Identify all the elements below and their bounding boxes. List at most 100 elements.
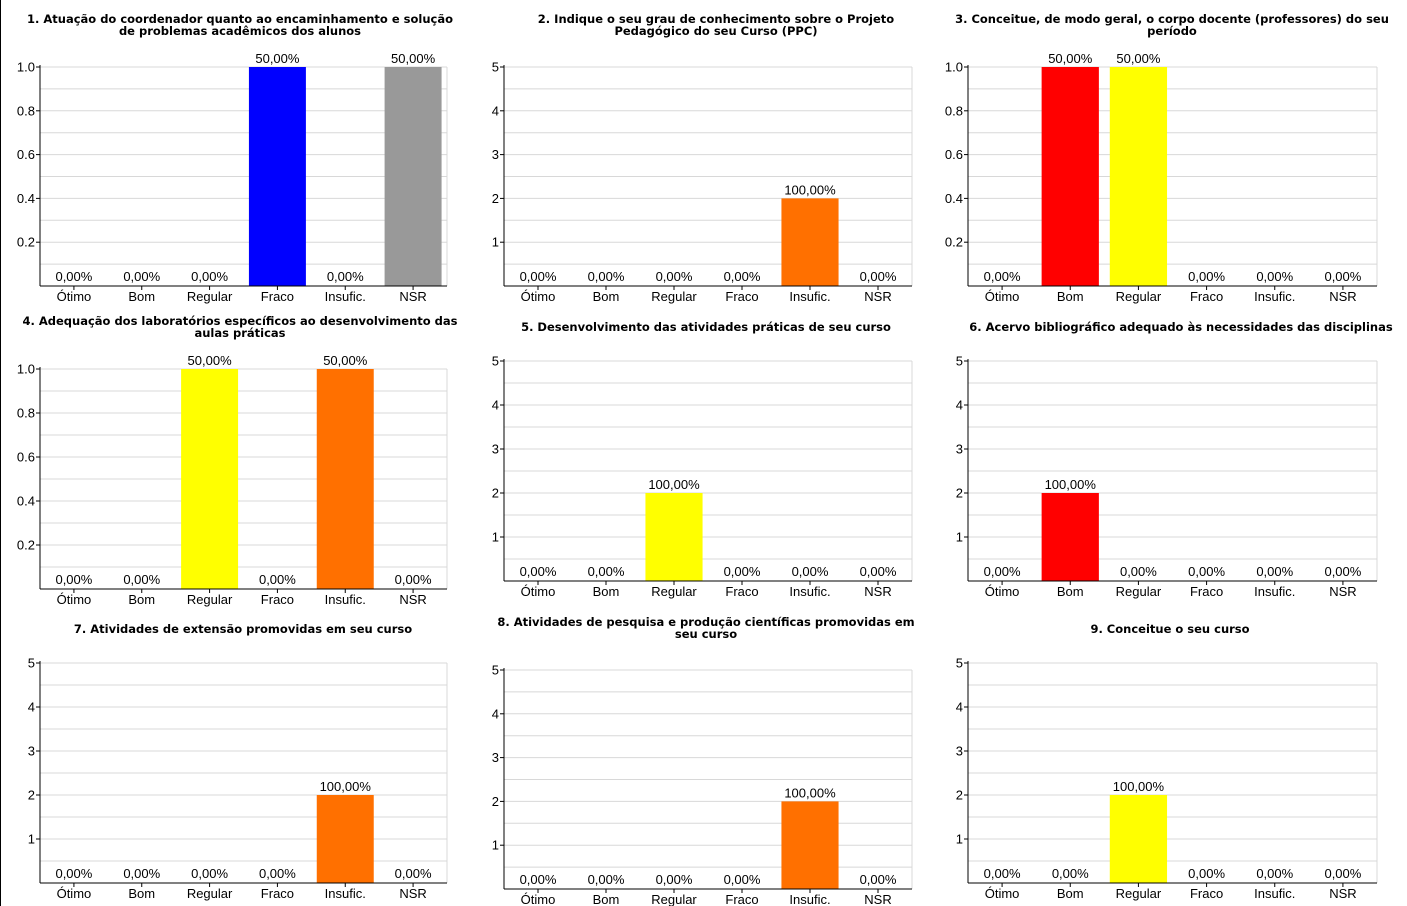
y-tick-label: 4 [492, 103, 499, 118]
data-label: 0,00% [860, 872, 897, 887]
category-label: Fraco [1190, 886, 1223, 901]
category-label: Bom [593, 289, 620, 304]
data-label: 0,00% [1256, 564, 1293, 579]
y-tick-label: 3 [956, 744, 963, 759]
data-label: 0,00% [1188, 564, 1225, 579]
category-label: NSR [1329, 289, 1356, 304]
data-label: 0,00% [1324, 564, 1361, 579]
y-tick-label: 3 [956, 442, 963, 457]
y-tick-label: 0.6 [17, 450, 35, 465]
y-tick-label: 5 [492, 663, 499, 678]
y-tick-label: 0.8 [945, 103, 963, 118]
category-label: Ótimo [521, 584, 556, 599]
data-label: 0,00% [520, 872, 557, 887]
bar-Fraco [248, 67, 306, 286]
bar-Regular [181, 369, 239, 589]
y-tick-label: 0.2 [17, 538, 35, 553]
data-label: 0,00% [984, 269, 1021, 284]
chart-8: 8. Atividades de pesquisa e produção cie… [492, 615, 915, 906]
y-tick-label: 2 [956, 788, 963, 803]
data-label: 50,00% [255, 51, 300, 66]
category-label: Fraco [1190, 289, 1223, 304]
data-label: 100,00% [784, 785, 836, 800]
category-label: Regular [187, 592, 233, 607]
category-label: Regular [651, 584, 697, 599]
data-label: 0,00% [588, 269, 625, 284]
y-tick-label: 4 [956, 398, 963, 413]
data-label: 0,00% [395, 572, 432, 587]
y-tick-label: 0.2 [17, 235, 35, 250]
y-tick-label: 0.8 [17, 406, 35, 421]
y-tick-label: 1.0 [945, 60, 963, 75]
category-label: Fraco [725, 289, 758, 304]
category-label: Insufic. [789, 289, 830, 304]
chart-title: de problemas acadêmicos dos alunos [119, 24, 361, 38]
category-label: Regular [187, 289, 233, 304]
category-label: Ótimo [521, 892, 556, 906]
y-tick-label: 4 [28, 700, 35, 715]
y-tick-label: 1.0 [17, 362, 35, 377]
category-label: Fraco [261, 886, 294, 901]
y-tick-label: 1 [492, 838, 499, 853]
data-label: 0,00% [259, 866, 296, 881]
data-label: 0,00% [520, 564, 557, 579]
data-label: 0,00% [1324, 269, 1361, 284]
bar-Regular [645, 493, 703, 581]
category-label: Regular [651, 892, 697, 906]
data-label: 50,00% [1116, 51, 1161, 66]
y-tick-label: 3 [492, 147, 499, 162]
category-label: NSR [399, 592, 426, 607]
data-label: 0,00% [395, 866, 432, 881]
chart-title: 6. Acervo bibliográfico adequado às nece… [969, 320, 1393, 334]
chart-3: 3. Conceitue, de modo geral, o corpo doc… [945, 12, 1389, 304]
data-label: 100,00% [648, 477, 700, 492]
y-tick-label: 5 [492, 60, 499, 75]
chart-1: 1. Atuação do coordenador quanto ao enca… [17, 12, 453, 304]
y-tick-label: 2 [492, 191, 499, 206]
data-label: 0,00% [656, 269, 693, 284]
chart-4: 4. Adequação dos laboratórios específico… [17, 314, 458, 607]
category-label: Ótimo [57, 886, 92, 901]
category-label: NSR [864, 584, 891, 599]
data-label: 50,00% [323, 353, 368, 368]
data-label: 50,00% [188, 353, 233, 368]
data-label: 0,00% [984, 866, 1021, 881]
y-tick-label: 1.0 [17, 60, 35, 75]
chart-9: 9. Conceitue o seu curso 0,00% Ótimo 0,00% B… [956, 622, 1378, 901]
chart-title: aulas práticas [194, 326, 285, 340]
category-label: Bom [593, 892, 620, 906]
category-label: NSR [399, 289, 426, 304]
y-tick-label: 5 [492, 354, 499, 369]
bar-Bom [1041, 67, 1099, 286]
y-tick-label: 5 [956, 656, 963, 671]
data-label: 0,00% [656, 872, 693, 887]
category-label: Bom [128, 592, 155, 607]
chart-title: 8. Atividades de pesquisa e produção cie… [497, 615, 914, 629]
chart-title: Pedagógico do seu Curso (PPC) [614, 24, 817, 38]
category-label: Bom [1057, 289, 1084, 304]
data-label: 0,00% [1120, 564, 1157, 579]
y-tick-label: 0.2 [945, 235, 963, 250]
category-label: Insufic. [789, 892, 830, 906]
category-label: Insufic. [325, 289, 366, 304]
y-tick-label: 1 [492, 530, 499, 545]
data-label: 0,00% [984, 564, 1021, 579]
y-tick-label: 4 [956, 700, 963, 715]
category-label: NSR [1329, 584, 1356, 599]
y-tick-label: 0.4 [17, 191, 35, 206]
chart-title: 4. Adequação dos laboratórios específico… [22, 314, 457, 328]
data-label: 0,00% [724, 872, 761, 887]
category-label: Ótimo [985, 289, 1020, 304]
data-label: 0,00% [1256, 269, 1293, 284]
y-tick-label: 1 [956, 832, 963, 847]
y-tick-label: 5 [28, 656, 35, 671]
data-label: 0,00% [1052, 866, 1089, 881]
category-label: Insufic. [1254, 886, 1295, 901]
y-tick-label: 1 [492, 235, 499, 250]
category-label: Ótimo [57, 289, 92, 304]
chart-title: 1. Atuação do coordenador quanto ao enca… [27, 12, 453, 26]
chart-title: 9. Conceitue o seu curso [1090, 622, 1249, 636]
y-tick-label: 3 [492, 442, 499, 457]
chart-title: 3. Conceitue, de modo geral, o corpo doc… [955, 12, 1389, 26]
data-label: 0,00% [1188, 269, 1225, 284]
